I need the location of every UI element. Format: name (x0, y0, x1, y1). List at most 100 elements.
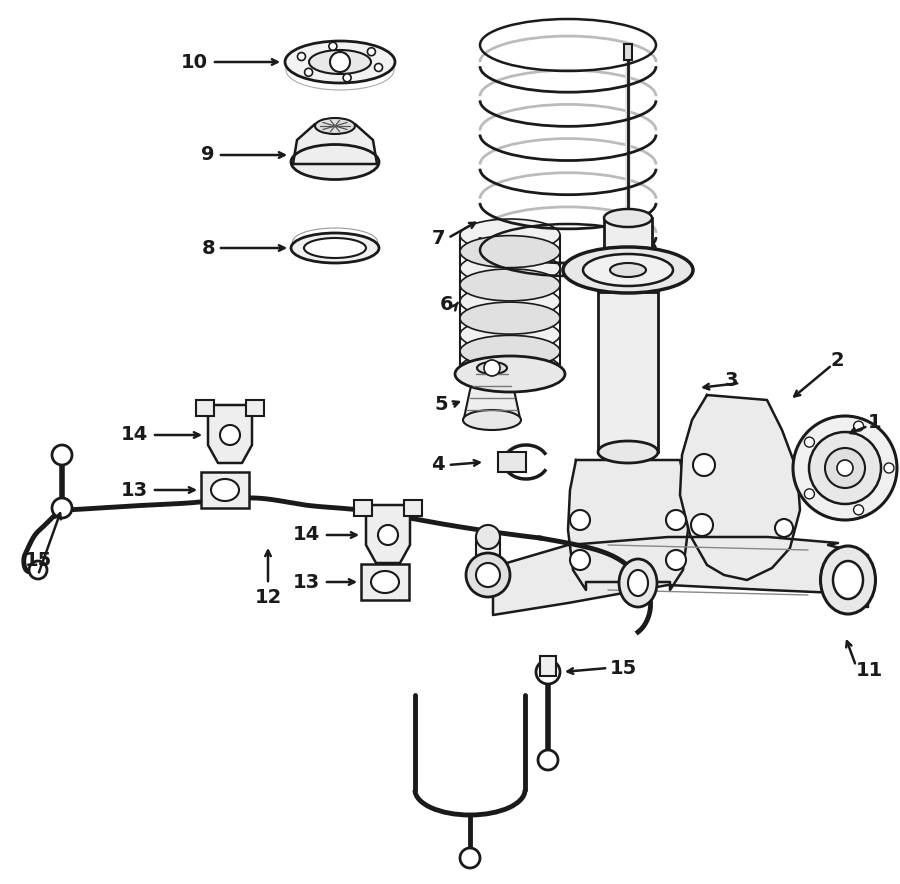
Bar (361, 564, 409, 600)
Circle shape (476, 563, 500, 587)
Circle shape (328, 42, 337, 50)
Ellipse shape (460, 352, 560, 384)
Text: 9: 9 (202, 146, 215, 164)
Polygon shape (568, 460, 688, 590)
Circle shape (884, 463, 894, 473)
Circle shape (809, 432, 881, 504)
Bar (540, 656, 556, 676)
Circle shape (52, 445, 72, 465)
Bar (476, 537, 500, 567)
Ellipse shape (285, 41, 395, 83)
Text: 10: 10 (181, 52, 208, 72)
Circle shape (304, 68, 312, 76)
Circle shape (476, 525, 500, 549)
Polygon shape (493, 537, 868, 615)
Ellipse shape (598, 441, 658, 463)
Ellipse shape (619, 559, 657, 607)
Circle shape (374, 64, 382, 72)
Ellipse shape (463, 410, 521, 430)
Bar (598, 292, 658, 452)
Text: 1: 1 (868, 413, 882, 431)
Circle shape (793, 416, 897, 520)
Text: 12: 12 (255, 588, 282, 607)
Ellipse shape (455, 356, 565, 392)
Ellipse shape (460, 236, 560, 268)
Ellipse shape (460, 302, 560, 334)
Circle shape (343, 73, 351, 81)
Bar (196, 400, 214, 416)
Bar (624, 44, 632, 60)
Text: 6: 6 (439, 295, 453, 315)
Polygon shape (208, 405, 252, 463)
Text: 13: 13 (121, 481, 148, 499)
Text: 15: 15 (610, 659, 637, 677)
Text: 2: 2 (830, 350, 843, 370)
Bar (201, 472, 249, 508)
Text: 13: 13 (292, 573, 320, 591)
Circle shape (220, 425, 240, 445)
Circle shape (367, 48, 375, 56)
Ellipse shape (315, 118, 355, 134)
Bar (404, 500, 422, 516)
Ellipse shape (460, 252, 560, 285)
Text: 4: 4 (431, 455, 445, 475)
Ellipse shape (628, 570, 648, 596)
Circle shape (693, 454, 715, 476)
Ellipse shape (610, 263, 646, 277)
Ellipse shape (460, 286, 560, 317)
Ellipse shape (604, 209, 652, 227)
Circle shape (378, 525, 398, 545)
Circle shape (460, 848, 480, 868)
Circle shape (825, 448, 865, 488)
Circle shape (853, 421, 864, 431)
Ellipse shape (460, 335, 560, 368)
Text: 7: 7 (431, 228, 445, 248)
Circle shape (52, 498, 72, 518)
Circle shape (538, 750, 558, 770)
Polygon shape (680, 395, 800, 580)
Ellipse shape (604, 264, 652, 282)
Ellipse shape (477, 362, 507, 374)
Ellipse shape (821, 546, 876, 614)
Ellipse shape (291, 144, 379, 179)
Polygon shape (293, 124, 377, 164)
Text: 3: 3 (724, 370, 738, 390)
Circle shape (298, 52, 305, 60)
Ellipse shape (304, 238, 366, 258)
Ellipse shape (291, 233, 379, 263)
Text: 15: 15 (24, 551, 51, 570)
Text: 14: 14 (292, 525, 320, 545)
Ellipse shape (211, 479, 239, 501)
Circle shape (805, 437, 814, 447)
Polygon shape (464, 368, 520, 418)
Circle shape (837, 460, 853, 476)
Circle shape (570, 550, 590, 570)
Bar (498, 452, 526, 472)
Bar (246, 400, 264, 416)
Ellipse shape (563, 247, 693, 293)
Circle shape (666, 510, 686, 530)
Circle shape (330, 52, 350, 72)
Ellipse shape (309, 50, 371, 74)
Text: 14: 14 (121, 425, 148, 445)
Circle shape (691, 514, 713, 536)
Bar (354, 500, 372, 516)
Ellipse shape (460, 319, 560, 351)
Circle shape (536, 660, 560, 684)
Ellipse shape (833, 561, 863, 599)
Ellipse shape (371, 571, 399, 593)
Ellipse shape (460, 219, 560, 251)
Bar (604, 218, 652, 273)
Circle shape (853, 505, 864, 514)
Text: 11: 11 (856, 660, 883, 680)
Circle shape (29, 561, 47, 579)
Text: 5: 5 (435, 395, 448, 415)
Circle shape (484, 360, 500, 376)
Ellipse shape (460, 269, 560, 301)
Circle shape (466, 553, 510, 597)
Circle shape (775, 519, 793, 537)
Ellipse shape (583, 254, 673, 286)
Circle shape (805, 489, 814, 499)
Circle shape (570, 510, 590, 530)
Text: 8: 8 (202, 239, 215, 257)
